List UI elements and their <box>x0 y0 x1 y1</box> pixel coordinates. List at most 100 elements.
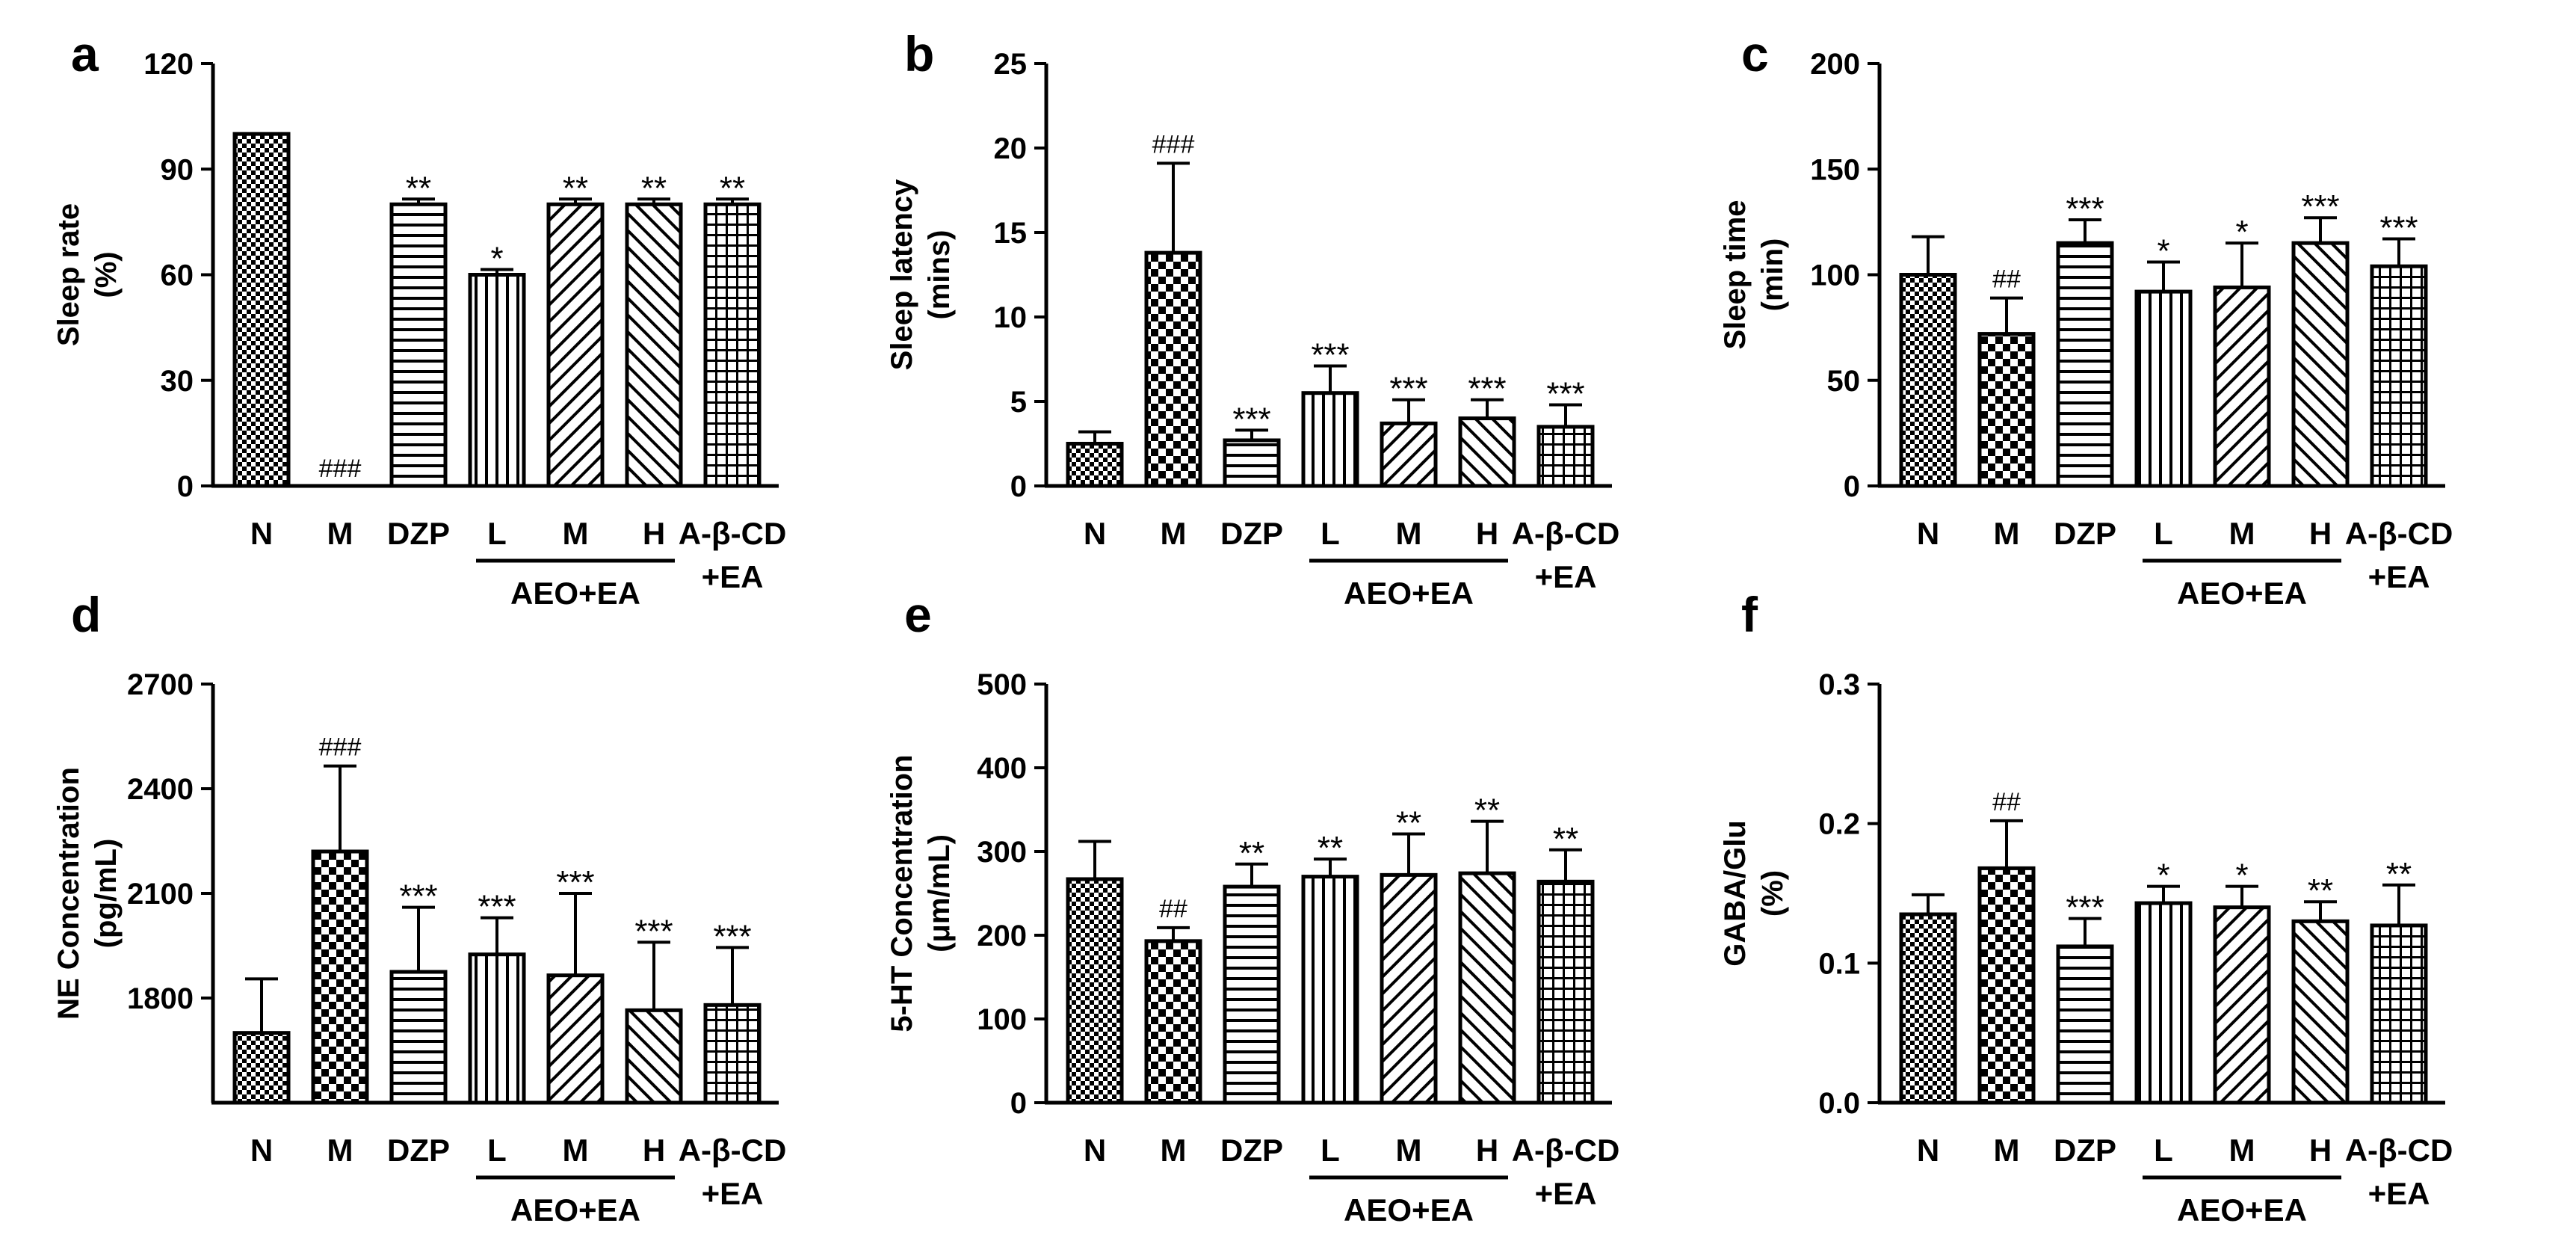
y-tick-label: 150 <box>1810 153 1860 186</box>
y-tick-label: 200 <box>1810 48 1860 81</box>
bar <box>1380 421 1438 488</box>
significance-annotation: *** <box>713 918 751 955</box>
y-tick-label: 30 <box>161 365 194 398</box>
bar <box>703 202 762 488</box>
x-tick-label: M <box>327 516 353 551</box>
significance-annotation: *** <box>1232 401 1270 437</box>
y-axis-title-line2: (%) <box>90 251 123 298</box>
significance-annotation: *** <box>2066 890 2104 926</box>
panel-label: d <box>71 587 101 642</box>
significance-annotation: * <box>2235 857 2248 894</box>
panel-label: e <box>904 587 932 642</box>
significance-annotation: *** <box>478 889 516 926</box>
hash-annotation: ## <box>1992 788 2021 816</box>
significance-annotation: ** <box>563 170 588 206</box>
bar <box>1301 391 1359 488</box>
x-tick-label: DZP <box>387 1133 450 1168</box>
bar <box>1536 425 1595 488</box>
significance-annotation: *** <box>2301 188 2339 225</box>
significance-annotation: * <box>2157 857 2169 894</box>
group-label: AEO+EA <box>510 1192 640 1228</box>
significance-annotation: *** <box>1389 371 1427 407</box>
x-tick-label: A-β-CD <box>1512 1133 1620 1168</box>
x-tick-label: DZP <box>2054 1133 2116 1168</box>
x-tick-label: H <box>2309 1133 2332 1168</box>
significance-annotation: ** <box>641 170 667 206</box>
y-tick-label: 10 <box>994 301 1028 334</box>
significance-annotation: ** <box>406 170 431 206</box>
x-tick-label: L <box>2154 516 2173 551</box>
x-tick-label-second-line: +EA <box>2368 559 2430 594</box>
group-label: AEO+EA <box>1344 576 1474 611</box>
bar <box>389 202 448 488</box>
bar <box>2370 923 2428 1105</box>
y-axis-title-line1: 5-HT Concentration <box>886 754 918 1032</box>
y-axis-title: NE Concentration (pg/mL) <box>52 767 123 1020</box>
bar <box>1223 438 1281 488</box>
y-axis-title-line2: (pg/mL) <box>90 839 123 949</box>
x-tick-label: L <box>2154 1133 2173 1168</box>
bar <box>311 849 369 1105</box>
bar <box>703 1003 762 1105</box>
x-tick-label: A-β-CD <box>1512 516 1620 551</box>
x-tick-label: H <box>1476 516 1498 551</box>
bar <box>2134 289 2193 488</box>
significance-annotation: *** <box>634 913 673 949</box>
y-tick-label: 2400 <box>127 773 194 806</box>
significance-annotation: ** <box>1318 830 1343 866</box>
y-axis-title-line1: Sleep latency <box>886 179 918 370</box>
bar <box>1066 877 1124 1105</box>
y-tick-label: 400 <box>977 752 1027 785</box>
y-tick-label: 0.2 <box>1818 808 1860 841</box>
bar <box>625 202 683 488</box>
y-tick-label: 15 <box>994 217 1028 250</box>
y-tick-label: 0 <box>1844 470 1860 503</box>
y-axis-title-line1: NE Concentration <box>52 767 85 1020</box>
significance-annotation: *** <box>2379 209 2418 246</box>
y-axis-title: Sleep time (min) <box>1719 200 1789 349</box>
y-tick-label: 100 <box>977 1003 1027 1036</box>
y-tick-label: 0.3 <box>1818 668 1860 701</box>
x-tick-label: L <box>487 1133 507 1168</box>
panel-label: c <box>1741 26 1769 81</box>
y-axis-title-line2: (μm/mL) <box>923 834 956 952</box>
x-tick-label: M <box>1396 516 1422 551</box>
bar <box>1144 939 1202 1105</box>
y-tick-label: 2100 <box>127 878 194 911</box>
significance-annotation: ** <box>1553 821 1578 857</box>
y-axis-title: 5-HT Concentration (μm/mL) <box>886 754 956 1032</box>
hash-annotation: ## <box>1159 895 1187 923</box>
x-tick-label: DZP <box>1220 516 1283 551</box>
x-tick-label: M <box>563 516 589 551</box>
x-tick-label: A-β-CD <box>2345 516 2453 551</box>
x-tick-label: M <box>2229 1133 2255 1168</box>
significance-annotation: *** <box>556 864 594 901</box>
group-label: AEO+EA <box>510 576 640 611</box>
x-tick-label: H <box>2309 516 2332 551</box>
y-axis-title: GABA/Glu (%) <box>1719 820 1789 967</box>
x-tick-label: N <box>1084 516 1106 551</box>
y-tick-label: 1800 <box>127 982 194 1015</box>
bar <box>2291 919 2350 1105</box>
y-axis-title-line1: Sleep time <box>1719 200 1752 349</box>
bar <box>1223 884 1281 1105</box>
bar <box>1977 866 2036 1105</box>
y-tick-label: 25 <box>994 48 1028 81</box>
bar <box>389 970 448 1105</box>
x-tick-label: M <box>1994 1133 2020 1168</box>
y-tick-label: 0 <box>1010 470 1027 503</box>
bar <box>232 132 291 488</box>
y-tick-label: 0.1 <box>1818 947 1860 980</box>
y-tick-label: 5 <box>1010 386 1027 419</box>
significance-annotation: *** <box>1546 376 1584 413</box>
x-tick-label: A-β-CD <box>679 1133 787 1168</box>
x-tick-label: A-β-CD <box>679 516 787 551</box>
bar <box>1899 912 1957 1105</box>
group-label: AEO+EA <box>2177 1192 2307 1228</box>
bar <box>546 202 605 488</box>
y-axis-title-line2: (min) <box>1756 238 1789 312</box>
y-tick-label: 0 <box>177 470 194 503</box>
bar <box>2056 241 2114 488</box>
bar <box>1066 442 1124 488</box>
